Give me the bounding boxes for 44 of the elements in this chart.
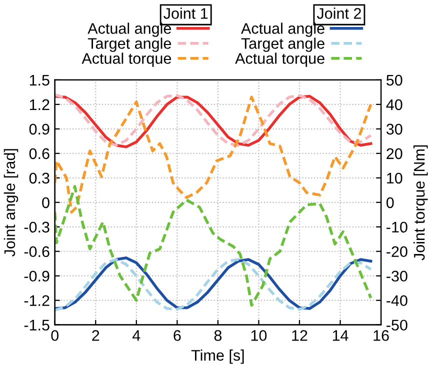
y2-tick-label: -50 (386, 320, 408, 331)
x-tick-label: 0 (51, 330, 59, 341)
y-tick-label: -0.9 (24, 270, 50, 282)
x-tick-label: 10 (251, 330, 267, 341)
line-series (54, 185, 372, 307)
y-tick-label: -1.2 (24, 295, 50, 306)
text: Joint 1 (164, 8, 208, 19)
y2-tick-label: 30 (386, 124, 402, 135)
x-axis-title: Time [s] (191, 350, 244, 364)
y2-tick-label: 10 (387, 172, 402, 184)
x-tick-label: 16 (374, 330, 389, 341)
x-tick-label: 14 (332, 330, 348, 341)
y-tick-label: -0.3 (24, 222, 50, 233)
y-tick-label: 0 (42, 197, 50, 208)
legend-label: Actual angle (241, 22, 324, 37)
x-tick-label: 8 (214, 330, 222, 341)
y2-tick-label: -10 (386, 222, 408, 233)
x-tick-label: 4 (132, 330, 140, 341)
y-tick-label: -1.5 (24, 320, 50, 331)
text: Joint 2 (316, 8, 361, 19)
y-axis-title: Joint angle [rad] (4, 149, 18, 257)
x-tick-label: 2 (92, 330, 100, 341)
legend-label: Target angle (241, 38, 324, 52)
y-tick-label: 0.6 (29, 148, 50, 160)
y2-tick-label: -20 (386, 246, 408, 258)
y-tick-label: 0.9 (29, 124, 50, 135)
y2-tick-label: -30 (386, 270, 408, 282)
legend-label: Actual torque (235, 52, 324, 67)
y2-tick-label: 50 (386, 74, 402, 86)
legend-label: Actual torque (82, 52, 172, 67)
y2-tick-label: -40 (386, 295, 408, 306)
legend-label: Target angle (88, 38, 172, 52)
y2-tick-label: 0 (386, 197, 394, 208)
y2-axis-title: Joint torque [Nm] (414, 145, 428, 260)
legend-label: Actual angle (88, 22, 172, 37)
y-tick-label: 1.5 (30, 74, 50, 86)
x-tick-label: 12 (292, 330, 308, 341)
y2-tick-label: 40 (386, 99, 402, 110)
y2-tick-label: 20 (386, 148, 402, 160)
y-tick-label: 0.3 (29, 172, 50, 184)
line-series (54, 96, 372, 214)
x-tick-label: 6 (174, 330, 181, 341)
y-tick-label: 1.2 (30, 99, 50, 110)
y-tick-label: -0.6 (24, 246, 50, 258)
